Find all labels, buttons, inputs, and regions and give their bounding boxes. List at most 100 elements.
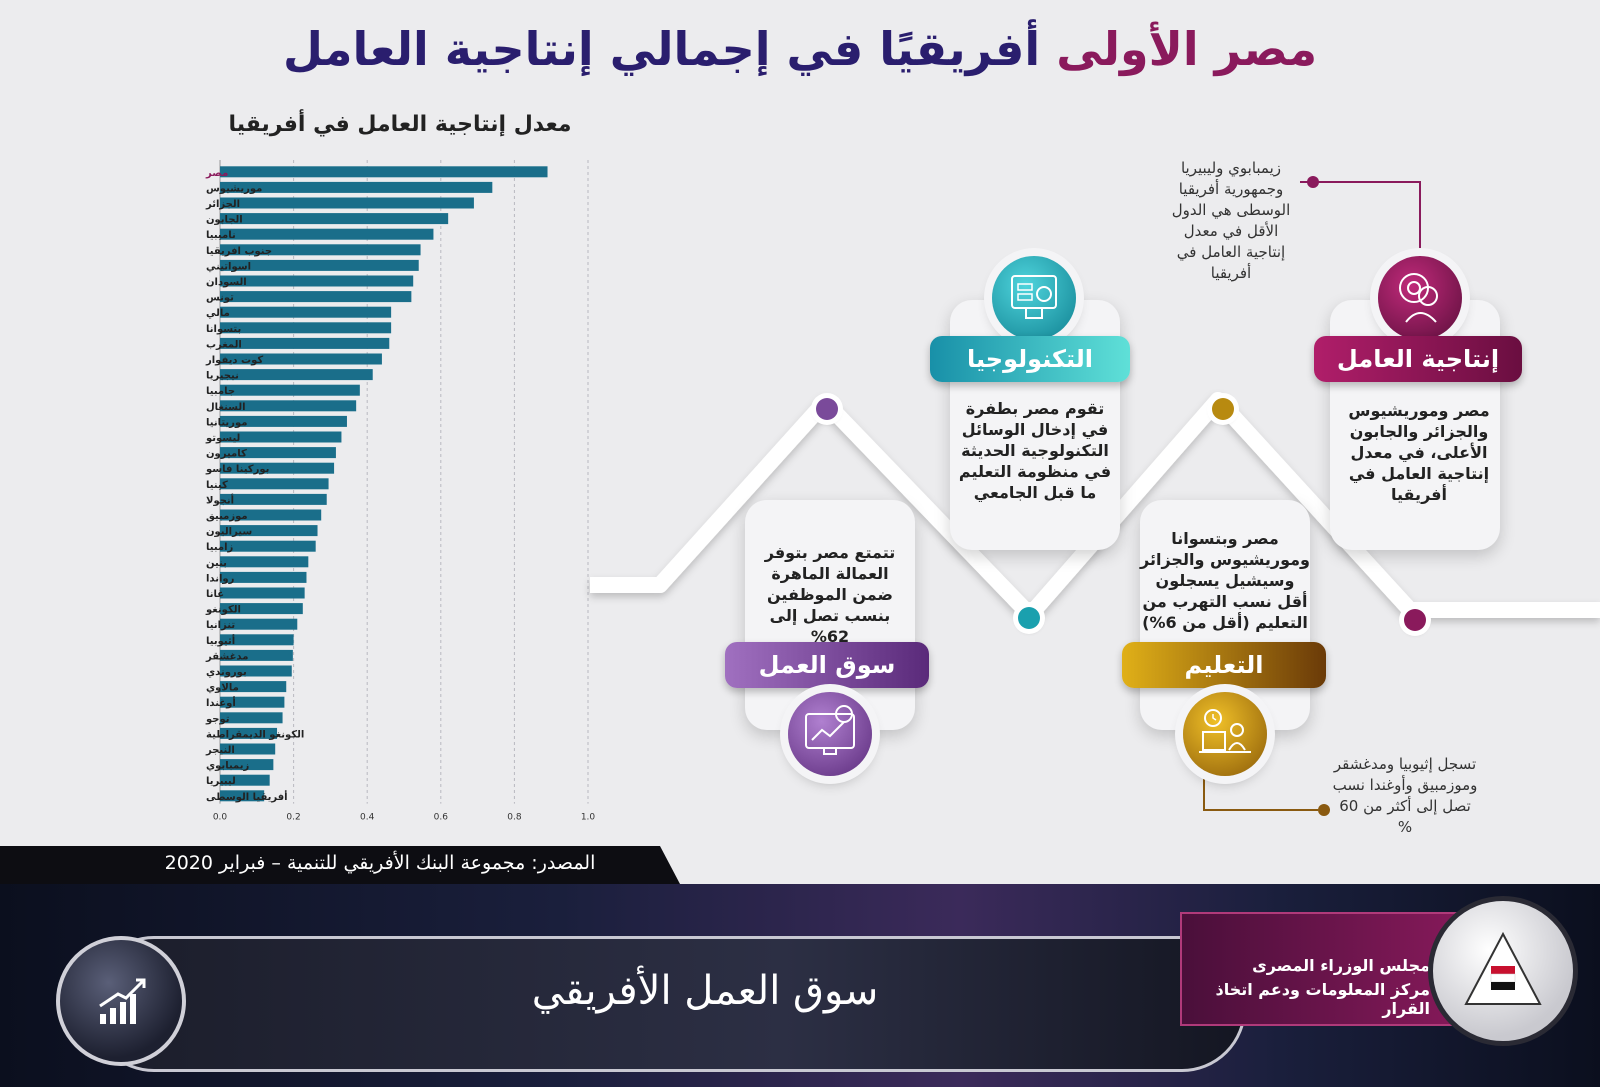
computer-robot-icon — [992, 256, 1076, 340]
x-tick-label: 0.4 — [360, 813, 375, 823]
bar — [220, 181, 493, 193]
org-name-line1: مجلس الوزراء المصرى — [1252, 956, 1430, 975]
category-label: كينيا — [206, 480, 228, 491]
category-label: السنغال — [206, 402, 246, 413]
bar — [220, 712, 283, 724]
chart-title: معدل إنتاجية العامل في أفريقيا — [228, 112, 572, 137]
education-dot — [1212, 398, 1234, 420]
bar-chart: 0.0 0.2 0.4 0.6 0.8 1.0 مصر موريشيوس الجزائر الجا… — [205, 160, 596, 823]
category-label: موريشيوس — [206, 183, 262, 194]
bar — [220, 603, 303, 615]
bar — [220, 634, 294, 646]
footer-left-circle — [56, 936, 186, 1066]
category-label: الكونغو الديمقراطية — [206, 729, 304, 740]
bar — [220, 415, 347, 427]
labor-market-text: تتمتع مصر بتوفر العمالة الماهرة ضمن المو… — [764, 543, 896, 646]
technology-dot — [1018, 607, 1040, 629]
bar — [220, 681, 287, 693]
labor-market-banner: سوق العمل — [725, 642, 929, 688]
bar — [220, 665, 292, 677]
bar — [220, 571, 307, 583]
x-tick-label: 0.6 — [434, 813, 449, 823]
category-label: موريتانيا — [206, 417, 247, 428]
footer-title: سوق العمل الأفريقي — [531, 968, 879, 1014]
category-label: الجابون — [206, 215, 243, 226]
monitor-chart-icon — [788, 692, 872, 776]
bar — [220, 493, 327, 505]
pyramid-flag-icon — [1464, 931, 1542, 1005]
bar — [220, 478, 329, 490]
bar — [220, 275, 414, 287]
bar — [220, 166, 548, 178]
bar — [220, 213, 449, 225]
x-tick-label: 1.0 — [581, 813, 596, 823]
category-label: السودان — [206, 277, 247, 288]
source-text: المصدر: مجموعة البنك الأفريقي للتنمية – … — [164, 852, 596, 874]
education-banner: التعليم — [1122, 642, 1326, 688]
category-label: بتسوانا — [206, 324, 241, 335]
growth-bars-icon — [99, 978, 146, 1024]
category-label: موزمبيق — [206, 511, 248, 522]
category-label: الجزائر — [205, 199, 240, 210]
bar — [220, 525, 318, 537]
footer-strip — [90, 936, 1246, 1072]
title-highlight: مصر الأولى — [1056, 22, 1318, 76]
category-label: تونس — [206, 293, 234, 304]
category-label: ليبيريا — [206, 776, 236, 787]
category-label: بنين — [206, 558, 227, 569]
bar — [220, 431, 342, 443]
category-label: سيراليون — [206, 527, 252, 538]
category-label: جنوب افريقيا — [206, 246, 272, 257]
bar — [220, 353, 382, 365]
worker-productivity-text: مصر وموريشيوس والجزائر والجابون الأعلى، … — [1348, 401, 1490, 504]
worker-productivity-dot — [1404, 609, 1426, 631]
bar — [220, 228, 434, 240]
worker-productivity-banner: إنتاجية العامل — [1314, 336, 1522, 382]
category-label: غانا — [206, 589, 224, 600]
x-tick-label: 0.0 — [213, 813, 228, 823]
category-label: رواندا — [206, 573, 235, 584]
bar — [220, 462, 335, 474]
category-label: مالاوي — [206, 683, 239, 694]
x-tick-label: 0.8 — [507, 813, 522, 823]
bar — [220, 306, 392, 318]
category-label: أنجولا — [206, 493, 234, 506]
bar — [220, 649, 293, 661]
bar — [220, 197, 474, 209]
bar — [220, 743, 276, 755]
category-label: زيمبابوي — [206, 761, 249, 772]
education-card — [1140, 500, 1310, 730]
category-label: مصر — [205, 168, 228, 179]
bar — [220, 369, 373, 381]
category-label: أثيوبيا — [206, 634, 235, 647]
labor-market-dot — [816, 398, 838, 420]
category-label: أفريقيا الوسطى — [206, 790, 288, 803]
bar — [220, 587, 305, 599]
desk-clock-icon — [1183, 692, 1267, 776]
category-label: جامبيا — [206, 386, 235, 397]
bar — [220, 337, 390, 349]
category-label: كوت ديفوار — [205, 355, 263, 366]
title-rest: أفريقيًا في إجمالي إنتاجية العامل — [282, 22, 1041, 76]
bar — [220, 509, 322, 521]
bar — [220, 259, 419, 271]
category-label: نيجيريا — [206, 371, 239, 382]
bar — [220, 540, 316, 552]
education-text: مصر وبتسوانا وموريشيوس والجزائر وسيشيل ي… — [1140, 529, 1310, 632]
category-label: ناميبيا — [206, 230, 236, 241]
worker-gear-icon — [1378, 256, 1462, 340]
worker-note-dot — [1307, 176, 1319, 188]
technology-text: تقوم مصر بطفرة في إدخال الوسائل التكنولو… — [958, 399, 1112, 502]
category-label: زامبيا — [206, 542, 234, 553]
bar — [220, 727, 278, 739]
category-label: اسواتيني — [206, 261, 251, 272]
worker-productivity-note: زيمبابوي وليبيريا وجمهورية أفريقيا الوسط… — [1171, 159, 1291, 282]
category-label: تنزانيا — [206, 620, 235, 631]
category-label: مالي — [206, 308, 230, 319]
bar — [220, 790, 265, 802]
category-label: ليسوتو — [205, 433, 240, 444]
source-band — [0, 846, 680, 884]
category-label: كاميرون — [206, 449, 247, 460]
category-label: أوغندا — [206, 696, 236, 709]
category-label: بوركينا فاسو — [205, 464, 269, 475]
